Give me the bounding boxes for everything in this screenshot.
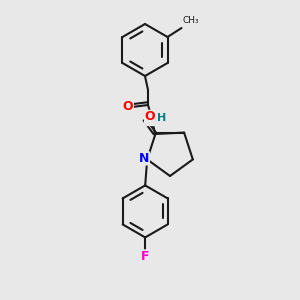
Text: F: F (141, 250, 149, 263)
Text: CH₃: CH₃ (182, 16, 199, 25)
Text: H: H (158, 113, 166, 123)
Text: O: O (123, 100, 133, 113)
Text: N: N (139, 152, 149, 165)
Text: O: O (145, 110, 155, 123)
Text: N: N (146, 112, 156, 125)
